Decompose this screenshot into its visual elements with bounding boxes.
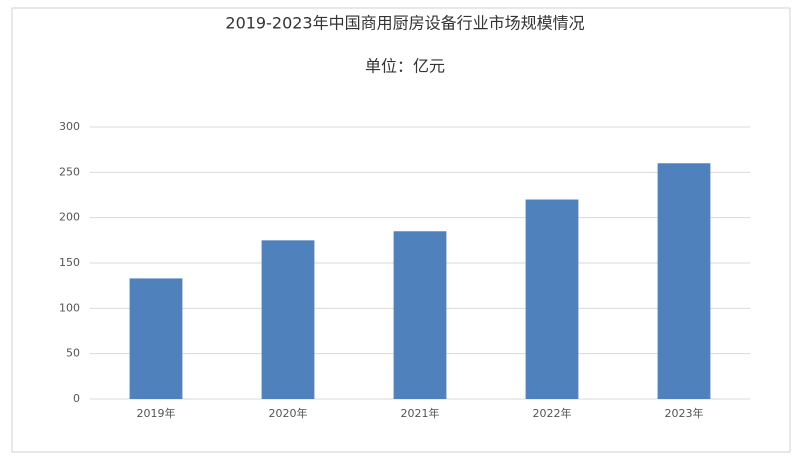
y-tick-label: 100	[59, 301, 80, 314]
x-tick-label: 2022年	[533, 406, 572, 420]
bar	[525, 199, 579, 399]
chart-subtitle: 单位：亿元	[365, 57, 445, 76]
x-tick-label: 2023年	[665, 406, 704, 420]
y-tick-label: 200	[59, 211, 80, 224]
y-tick-label: 250	[59, 165, 80, 178]
chart-title: 2019-2023年中国商用厨房设备行业市场规模情况	[225, 14, 584, 33]
x-tick-label: 2019年	[137, 406, 176, 420]
bar	[657, 163, 711, 399]
y-tick-label: 50	[66, 347, 80, 360]
bar	[393, 231, 447, 399]
bar	[261, 240, 315, 399]
x-tick-label: 2020年	[269, 406, 308, 420]
y-tick-label: 300	[59, 120, 80, 133]
x-tick-label: 2021年	[401, 406, 440, 420]
y-tick-label: 150	[59, 256, 80, 269]
bar	[129, 278, 183, 399]
y-tick-label: 0	[73, 392, 80, 405]
